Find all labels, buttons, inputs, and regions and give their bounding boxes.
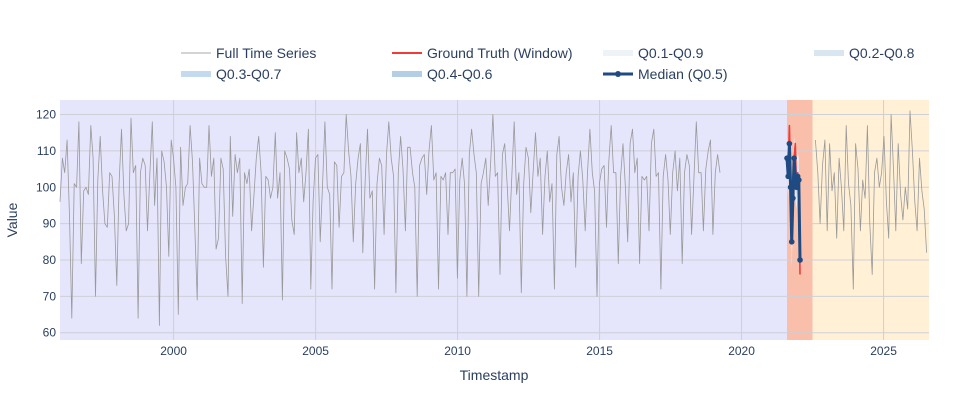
legend-label: Full Time Series bbox=[216, 45, 316, 61]
y-tick-label: 90 bbox=[43, 217, 57, 231]
y-axis-ticks: 60 70 80 90 100 110 120 bbox=[36, 108, 56, 340]
legend-label: Q0.2-Q0.8 bbox=[849, 45, 915, 61]
median-point bbox=[786, 140, 793, 147]
x-tick-label: 2010 bbox=[444, 344, 471, 358]
y-tick-label: 100 bbox=[36, 180, 56, 194]
median-point bbox=[787, 184, 794, 191]
y-tick-label: 70 bbox=[43, 289, 57, 303]
x-axis-title: Timestamp bbox=[460, 367, 529, 383]
median-point bbox=[793, 184, 800, 191]
legend-label: Q0.1-Q0.9 bbox=[638, 45, 704, 61]
x-axis-ticks: 2000 2005 2010 2015 2020 2025 bbox=[160, 344, 897, 358]
median-point bbox=[788, 239, 795, 245]
x-tick-label: 2020 bbox=[728, 344, 755, 358]
legend-label: Q0.4-Q0.6 bbox=[427, 66, 493, 82]
region-history bbox=[60, 100, 788, 340]
legend-label: Ground Truth (Window) bbox=[427, 45, 573, 61]
median-point bbox=[784, 155, 790, 161]
legend-label: Q0.3-Q0.7 bbox=[216, 66, 282, 82]
median-point bbox=[791, 155, 797, 161]
median-point bbox=[796, 177, 802, 183]
series-line-future bbox=[815, 110, 927, 290]
legend-label: Median (Q0.5) bbox=[638, 66, 727, 82]
legend-item[interactable]: Q0.1-Q0.9 bbox=[603, 45, 704, 61]
plot-area bbox=[59, 100, 929, 340]
legend-item[interactable]: Q0.2-Q0.8 bbox=[814, 45, 915, 61]
series-line-full-time-series bbox=[59, 114, 721, 326]
median-point bbox=[790, 195, 796, 201]
legend-marker bbox=[615, 71, 621, 77]
median-point bbox=[785, 173, 791, 180]
y-tick-label: 80 bbox=[43, 253, 57, 267]
legend-item[interactable]: Median (Q0.5) bbox=[603, 66, 727, 82]
x-tick-label: 2005 bbox=[302, 344, 329, 358]
x-tick-label: 2025 bbox=[870, 344, 897, 358]
y-tick-label: 120 bbox=[36, 108, 56, 122]
legend-item[interactable]: Full Time Series bbox=[181, 45, 316, 61]
legend-item[interactable]: Ground Truth (Window) bbox=[392, 45, 573, 61]
x-tick-label: 2015 bbox=[586, 344, 613, 358]
x-tick-label: 2000 bbox=[160, 344, 187, 358]
y-tick-label: 60 bbox=[43, 326, 57, 340]
series-lines bbox=[59, 110, 927, 326]
legend-item[interactable]: Q0.3-Q0.7 bbox=[181, 66, 282, 82]
median-point bbox=[797, 257, 803, 263]
y-tick-label: 110 bbox=[37, 144, 56, 158]
y-axis-title: Value bbox=[4, 202, 20, 237]
legend-item[interactable]: Q0.4-Q0.6 bbox=[392, 66, 493, 82]
shaded-regions bbox=[60, 100, 929, 340]
legend: Full Time Series Ground Truth (Window) Q0.… bbox=[181, 45, 915, 82]
